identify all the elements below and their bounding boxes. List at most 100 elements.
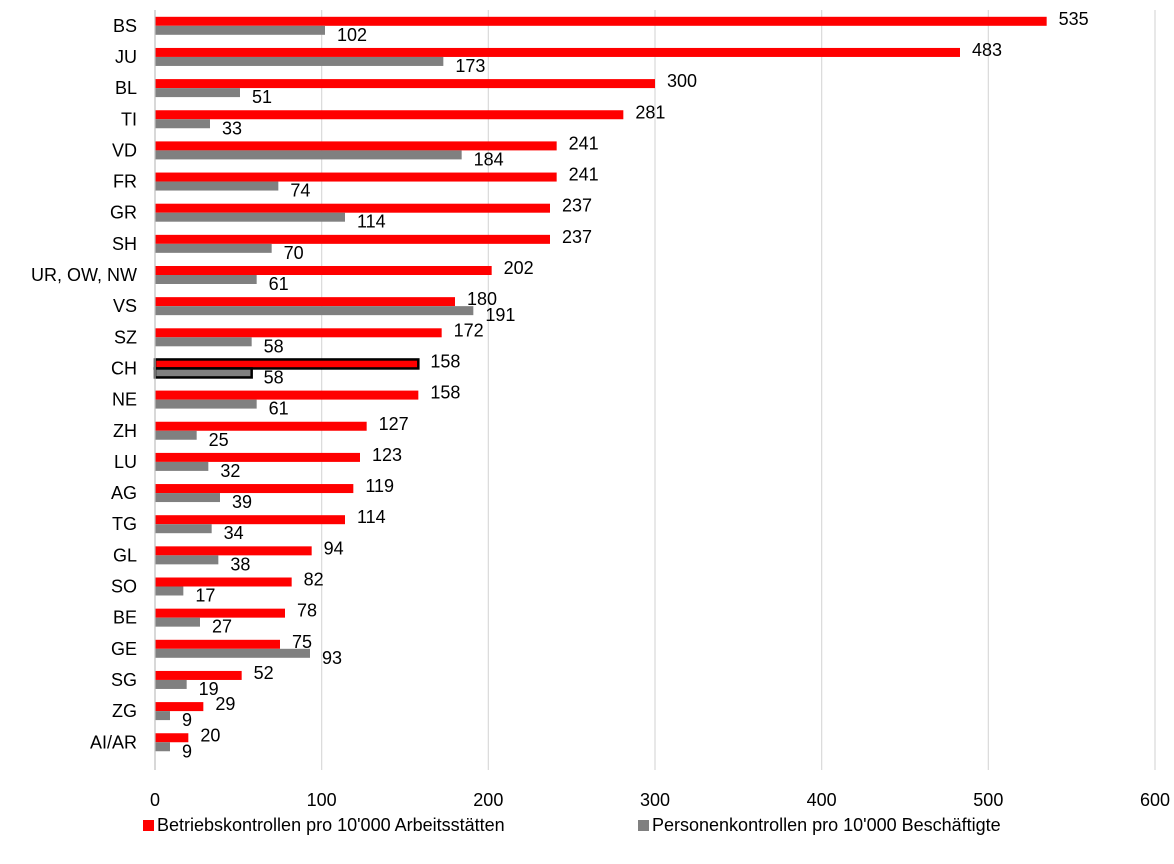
data-label-personenkontrollen-ne: 61: [269, 399, 289, 419]
data-label-betriebskontrollen-vs: 180: [467, 289, 497, 309]
bar-personenkontrollen-ur-ow-nw: [155, 275, 257, 284]
x-tick-label-600: 600: [1140, 790, 1170, 810]
data-label-betriebskontrollen-zg: 29: [215, 694, 235, 714]
data-label-personenkontrollen-zg: 9: [182, 710, 192, 730]
bar-betriebskontrollen-sh: [155, 234, 550, 244]
bar-personenkontrollen-gl: [155, 555, 219, 565]
bar-personenkontrollen-ch: [153, 367, 253, 379]
bar-betriebskontrollen-ur-ow-nw: [155, 266, 492, 275]
bar-personenkontrollen-fr: [155, 181, 279, 191]
category-label-ti: TI: [121, 109, 137, 129]
legend-swatch-personenkontrollen: [638, 820, 649, 831]
category-label-bl: BL: [115, 78, 137, 98]
bar-personenkontrollen-sz: [155, 337, 252, 347]
bar-personenkontrollen-tg: [155, 524, 212, 534]
bar-personenkontrollen-ti: [155, 119, 210, 129]
data-label-betriebskontrollen-ti: 281: [635, 102, 665, 122]
bar-betriebskontrollen-vs: [155, 297, 455, 307]
data-label-personenkontrollen-lu: 32: [220, 461, 240, 481]
category-label-zg: ZG: [112, 701, 137, 721]
data-label-betriebskontrollen-lu: 123: [372, 445, 402, 465]
category-label-ge: GE: [111, 639, 137, 659]
bar-betriebskontrollen-ge: [155, 639, 280, 649]
bars: [153, 16, 1047, 752]
data-label-personenkontrollen-bl: 51: [252, 87, 272, 107]
data-label-betriebskontrollen-gl: 94: [324, 538, 344, 558]
category-label-gl: GL: [113, 545, 137, 565]
bar-personenkontrollen-lu: [155, 461, 209, 471]
bar-betriebskontrollen-bl: [155, 79, 655, 89]
data-label-personenkontrollen-sg: 19: [199, 679, 219, 699]
bar-personenkontrollen-so: [155, 586, 184, 596]
category-label-gr: GR: [110, 203, 137, 223]
legend: Betriebskontrollen pro 10'000 Arbeitsstä…: [143, 815, 1001, 835]
bar-personenkontrollen-ag: [155, 493, 220, 503]
bar-betriebskontrollen-sg: [155, 670, 242, 680]
data-label-personenkontrollen-sz: 58: [264, 336, 284, 356]
category-label-bs: BS: [113, 16, 137, 36]
bar-betriebskontrollen-zg: [155, 702, 204, 712]
x-tick-label-0: 0: [150, 790, 160, 810]
category-label-tg: TG: [112, 514, 137, 534]
data-label-personenkontrollen-be: 27: [212, 617, 232, 637]
data-label-betriebskontrollen-fr: 241: [569, 165, 599, 185]
axes: 0 100 200 300 400 500 600 BS JU BL TI VD FR GR SH UR, O…: [31, 10, 1170, 810]
category-label-ur-ow-nw: UR, OW, NW: [31, 265, 137, 285]
data-label-betriebskontrollen-ur-ow-nw: 202: [504, 258, 534, 278]
bar-betriebskontrollen-zh: [155, 421, 367, 431]
bar-personenkontrollen-zg: [155, 711, 170, 721]
bar-personenkontrollen-sg: [155, 679, 187, 689]
data-label-betriebskontrollen-ne: 158: [430, 383, 460, 403]
data-label-personenkontrollen-tg: 34: [224, 523, 244, 543]
data-label-personenkontrollen-ch: 58: [264, 367, 284, 387]
data-label-betriebskontrollen-ju: 483: [972, 40, 1002, 60]
category-label-ju: JU: [115, 47, 137, 67]
data-label-personenkontrollen-ur-ow-nw: 61: [269, 274, 289, 294]
bar-betriebskontrollen-ne: [155, 390, 419, 400]
category-label-ch: CH: [111, 358, 137, 378]
data-label-betriebskontrollen-sg: 52: [254, 663, 274, 683]
data-label-personenkontrollen-sh: 70: [284, 243, 304, 263]
bar-betriebskontrollen-vd: [155, 141, 557, 151]
bar-personenkontrollen-ge: [155, 648, 310, 658]
bar-betriebskontrollen-ti: [155, 110, 624, 120]
data-label-personenkontrollen-ai-ar: 9: [182, 741, 192, 761]
x-tick-label-400: 400: [807, 790, 837, 810]
data-label-betriebskontrollen-ge: 75: [292, 632, 312, 652]
data-label-personenkontrollen-bs: 102: [337, 25, 367, 45]
x-tick-label-200: 200: [473, 790, 503, 810]
category-label-lu: LU: [114, 452, 137, 472]
bar-betriebskontrollen-ch: [153, 358, 420, 370]
bar-betriebskontrollen-bs: [155, 16, 1047, 26]
category-label-ag: AG: [111, 483, 137, 503]
data-label-betriebskontrollen-vd: 241: [569, 133, 599, 153]
legend-label-personenkontrollen: Personenkontrollen pro 10'000 Beschäftig…: [652, 815, 1001, 835]
category-label-sz: SZ: [114, 327, 137, 347]
data-label-betriebskontrollen-ag: 119: [365, 476, 394, 496]
data-label-personenkontrollen-ti: 33: [222, 118, 242, 138]
data-label-betriebskontrollen-bl: 300: [667, 71, 697, 91]
category-label-ai-ar: AI/AR: [90, 732, 137, 752]
legend-swatch-betriebskontrollen: [143, 820, 154, 831]
category-label-vs: VS: [113, 296, 137, 316]
bar-betriebskontrollen-gr: [155, 203, 550, 213]
category-label-so: SO: [111, 577, 137, 597]
data-label-betriebskontrollen-sz: 172: [454, 320, 484, 340]
data-label-betriebskontrollen-zh: 127: [379, 414, 409, 434]
data-label-personenkontrollen-gl: 38: [230, 554, 250, 574]
bar-betriebskontrollen-ju: [155, 47, 960, 57]
bar-personenkontrollen-sh: [155, 243, 272, 253]
data-label-betriebskontrollen-bs: 535: [1059, 9, 1089, 29]
bar-betriebskontrollen-lu: [155, 452, 360, 462]
bar-personenkontrollen-vd: [155, 150, 462, 160]
gridlines: [321, 10, 1156, 770]
category-label-ne: NE: [112, 390, 137, 410]
bar-personenkontrollen-ju: [155, 56, 444, 66]
bar-betriebskontrollen-sz: [155, 328, 442, 338]
bar-personenkontrollen-be: [155, 617, 200, 627]
category-label-fr: FR: [113, 172, 137, 192]
bar-personenkontrollen-vs: [155, 306, 474, 316]
bar-personenkontrollen-bs: [155, 25, 325, 35]
bar-personenkontrollen-ne: [155, 399, 257, 409]
data-label-personenkontrollen-vs: 191: [485, 305, 515, 325]
